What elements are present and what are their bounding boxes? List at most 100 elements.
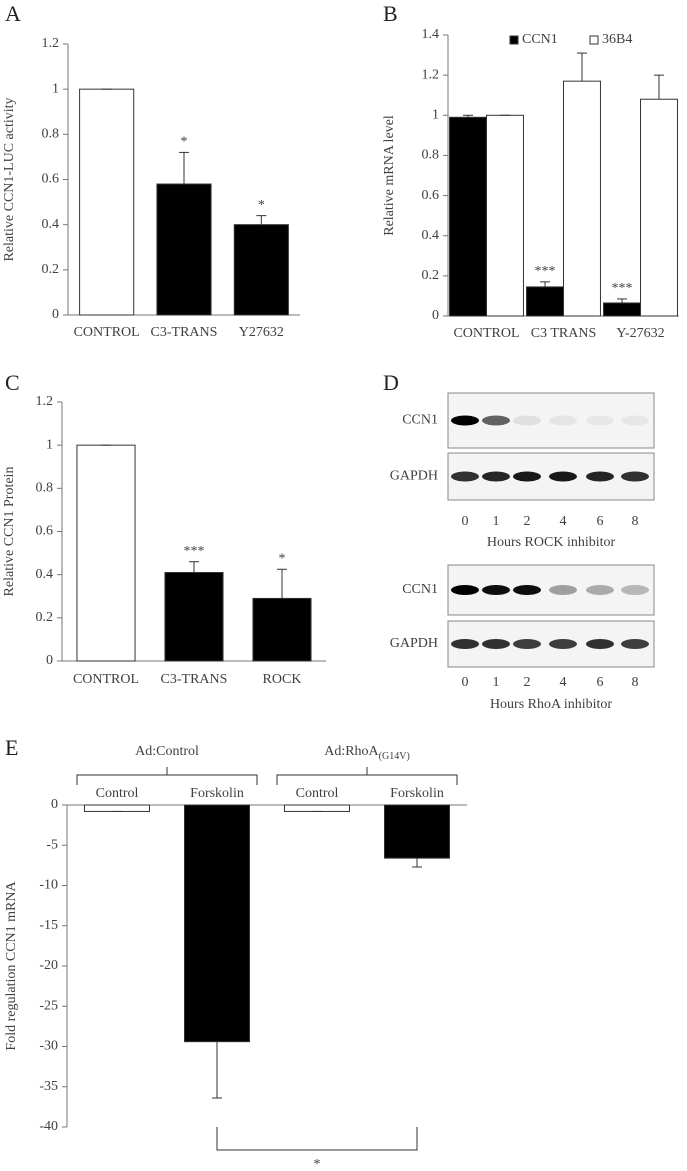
significance-label: *** [612,281,633,296]
blot-band [621,415,649,426]
y-tick-label: 0.6 [42,172,60,187]
blot-band [586,585,614,595]
legend-swatch [589,35,599,45]
group-bracket [276,767,458,785]
y-tick-label: 1.4 [422,27,440,42]
blot-band [513,471,541,482]
y-tick-label: 0.6 [36,524,54,539]
legend-label: CCN1 [522,32,558,47]
bar [184,804,250,1043]
blot-band [621,585,649,595]
panel-letter: C [5,370,20,395]
error-bar [653,74,664,100]
bar [233,224,289,316]
significance-label: *** [184,544,205,559]
blot-band [451,415,479,426]
bar [603,302,641,317]
y-tick-label: 0.4 [42,217,60,232]
lane-label: 4 [560,514,567,529]
x-tick-label: C3 TRANS [531,326,596,341]
blot-band [513,415,541,426]
y-tick-label: 0.2 [42,262,60,277]
bar [156,183,212,316]
blot-row-label: GAPDH [390,469,438,484]
y-axis-label: Fold regulation CCN1 mRNA [4,881,19,1051]
y-tick-label: 1 [432,108,439,123]
legend-swatch [509,35,519,45]
y-tick-label: 0.2 [422,268,440,283]
significance-label: *** [535,264,556,279]
y-tick-label: 0 [46,653,53,668]
legend-label: 36B4 [602,32,632,47]
comparison-bracket [216,1127,418,1151]
lane-label: 6 [597,675,604,690]
y-tick-label: -30 [39,1039,58,1054]
significance-label: * [279,551,286,566]
x-tick-label: CONTROL [74,325,140,340]
blot-band [549,585,577,595]
blot-band [549,639,577,649]
lane-label: 0 [462,514,469,529]
error-bar [540,281,551,287]
y-tick-label: 0.2 [36,610,54,625]
y-tick-label: 0.4 [422,228,440,243]
blot-band [549,471,577,482]
significance-label: * [258,198,265,213]
y-tick-label: 1.2 [422,67,440,82]
x-tick-label: C3-TRANS [151,325,218,340]
y-tick-label: 0.4 [36,567,54,582]
group-label: Ad:Control [135,744,199,759]
lane-label: 0 [462,675,469,690]
error-bar [277,568,287,599]
y-tick-label: 0 [52,307,59,322]
panel-letter: D [383,370,399,395]
error-bar [412,858,422,868]
y-tick-label: 0 [432,308,439,323]
error-bar [617,298,628,303]
blot-band [586,415,614,426]
panel-letter: A [5,1,21,26]
blot-band [451,471,479,482]
group-bracket [76,767,258,785]
blot-band [513,585,541,595]
y-tick-label: 0.8 [422,148,440,163]
blot-row-label: CCN1 [402,582,438,597]
y-axis-label: Relative CCN1 Protein [2,467,17,597]
error-bar [256,215,267,225]
bar [164,572,224,662]
x-tick-label: Control [296,786,339,801]
group-name: Ad:RhoA [324,744,379,759]
blot-band [482,585,510,595]
bar [76,444,136,662]
bar [526,286,564,317]
blot-band [451,639,479,649]
group-label: Ad:RhoA(G14V) [324,744,410,762]
y-tick-label: -20 [39,958,58,973]
x-tick-label: Forskolin [190,786,244,801]
y-tick-label: -10 [39,878,58,893]
blot-row-label: CCN1 [402,413,438,428]
error-bar [463,114,474,118]
blot-band [586,471,614,482]
y-axis-label: Relative mRNA level [382,115,397,236]
error-bar [576,52,587,82]
panel-letter: E [5,735,18,760]
lane-label: 2 [524,514,531,529]
blot-row-label: GAPDH [390,636,438,651]
bar [84,804,150,812]
bar [449,116,488,317]
y-tick-label: -5 [46,837,58,852]
bar [563,80,601,317]
bar [284,804,350,812]
lane-label: 8 [632,675,639,690]
x-tick-label: ROCK [263,672,302,687]
error-bar [179,151,189,185]
y-tick-label: -40 [39,1119,58,1134]
blot-band [586,639,614,649]
blot-x-label: Hours RhoA inhibitor [490,697,612,712]
x-tick-label: CONTROL [73,672,139,687]
x-tick-label: Y-27632 [616,326,664,341]
y-tick-label: 0.6 [422,188,440,203]
y-tick-label: 1.2 [36,394,54,409]
